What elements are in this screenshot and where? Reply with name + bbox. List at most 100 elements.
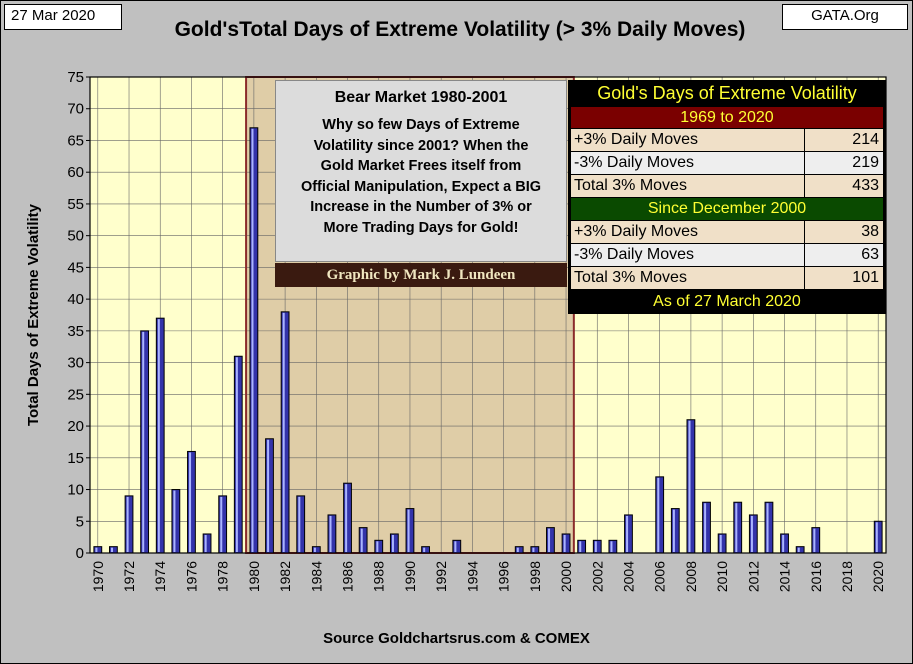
bar-highlight-2020 — [875, 522, 878, 552]
stats-row-value: 38 — [861, 223, 879, 240]
bar-2001 — [577, 539, 587, 554]
y-tick-label: 70 — [67, 101, 84, 118]
bar-2002 — [592, 539, 602, 554]
x-tick-label: 2006 — [652, 561, 668, 592]
stats-row-value: 219 — [852, 154, 879, 171]
y-tick-label: 55 — [67, 196, 84, 213]
y-tick-label: 20 — [67, 418, 84, 435]
x-tick-label: 2016 — [808, 561, 824, 592]
bar-highlight-1981 — [267, 439, 270, 552]
stats-table: Gold's Days of Extreme Volatility 1969 t… — [568, 80, 886, 314]
annotation-heading: Bear Market 1980-2001 — [334, 89, 508, 106]
y-tick-label: 60 — [67, 164, 84, 181]
bar-1980 — [249, 127, 259, 554]
x-tick-label: 1996 — [496, 561, 512, 592]
stats-row-value: 214 — [852, 131, 879, 148]
bar-highlight-1993 — [454, 541, 457, 552]
bar-1982 — [280, 311, 290, 554]
annotation-line: Gold Market Frees itself from — [320, 158, 522, 174]
bar-highlight-2006 — [657, 477, 660, 552]
bar-highlight-2013 — [766, 503, 769, 552]
bar-highlight-2015 — [797, 547, 800, 552]
bar-2011 — [733, 501, 743, 554]
stats-row-label: Total 3% Moves — [571, 267, 805, 289]
stats-section-since-2000: Since December 2000 — [571, 198, 883, 221]
y-tick-label: 0 — [76, 545, 84, 562]
bar-2006 — [655, 476, 665, 554]
bar-highlight-1974 — [157, 319, 160, 552]
x-tick-label: 1990 — [402, 561, 418, 592]
bar-highlight-2004 — [626, 515, 629, 552]
bar-2003 — [608, 539, 618, 554]
y-tick-label: 30 — [67, 355, 84, 372]
bar-1988 — [374, 539, 384, 554]
bar-highlight-1982 — [282, 312, 285, 552]
bar-highlight-1983 — [298, 496, 301, 552]
chart-title: Gold'sTotal Days of Extreme Volatility (… — [174, 18, 746, 41]
bar-highlight-1984 — [313, 547, 316, 552]
x-tick-label: 2000 — [558, 561, 574, 592]
bar-highlight-2002 — [594, 541, 597, 552]
x-tick-label: 2004 — [620, 561, 636, 592]
x-tick-label: 1974 — [152, 561, 168, 592]
annotation-box: Bear Market 1980-2001 Why so few Days of… — [275, 80, 567, 262]
stats-footer: As of 27 March 2020 — [653, 293, 801, 310]
bar-2015 — [795, 546, 805, 554]
stats-row-label: +3% Daily Moves — [571, 129, 805, 151]
bar-1979 — [233, 355, 243, 554]
y-tick-label: 35 — [67, 323, 84, 340]
stats-row-label: Total 3% Moves — [571, 175, 805, 197]
y-tick-label: 15 — [67, 450, 84, 467]
x-tick-label: 1970 — [90, 561, 106, 592]
annotation-body: Why so few Days of Extreme Volatility si… — [276, 115, 566, 238]
stats-row: -3% Daily Moves 63 — [571, 244, 883, 267]
x-tick-label: 2002 — [589, 561, 605, 592]
bar-2016 — [811, 527, 821, 554]
x-tick-label: 1984 — [308, 561, 324, 592]
x-tick-label: 1976 — [183, 561, 199, 592]
bar-1990 — [405, 508, 415, 554]
bar-highlight-1980 — [251, 128, 254, 553]
stats-row: Total 3% Moves 433 — [571, 175, 883, 198]
y-tick-label: 40 — [67, 291, 84, 308]
bar-1998 — [530, 546, 540, 554]
bar-2012 — [748, 514, 758, 554]
bar-1987 — [358, 527, 368, 554]
stats-row-label: -3% Daily Moves — [571, 244, 805, 266]
bar-highlight-2001 — [579, 541, 582, 552]
x-tick-label: 1992 — [433, 561, 449, 592]
bar-highlight-2010 — [719, 534, 722, 552]
bar-1991 — [421, 546, 430, 554]
bar-1977 — [202, 533, 212, 554]
bar-2020 — [873, 520, 883, 554]
bar-1984 — [311, 546, 321, 554]
bar-highlight-2014 — [782, 534, 785, 552]
y-tick-label: 25 — [67, 386, 84, 403]
bar-1986 — [343, 482, 352, 554]
x-tick-label: 1972 — [121, 561, 137, 592]
bar-2008 — [686, 419, 696, 554]
bar-highlight-2000 — [563, 534, 566, 552]
bar-1993 — [452, 539, 462, 554]
bar-1972 — [124, 495, 134, 554]
x-tick-label: 2008 — [683, 561, 699, 592]
y-tick-label: 65 — [67, 132, 84, 149]
x-tick-label: 2014 — [777, 561, 793, 592]
x-tick-label: 2012 — [745, 561, 761, 592]
x-tick-label: 1980 — [246, 561, 262, 592]
x-tick-label: 1994 — [464, 561, 480, 592]
x-tick-label: 1982 — [277, 561, 293, 592]
bar-1971 — [109, 546, 118, 554]
x-tick-label: 2018 — [839, 561, 855, 592]
bar-1981 — [265, 438, 274, 554]
bar-highlight-1985 — [329, 515, 332, 552]
bar-2009 — [702, 501, 711, 554]
bar-highlight-1976 — [189, 452, 192, 552]
bar-1974 — [155, 317, 165, 554]
stats-row: Total 3% Moves 101 — [571, 267, 883, 290]
bar-1975 — [171, 489, 181, 554]
bar-highlight-1989 — [391, 534, 394, 552]
stats-row-label: -3% Daily Moves — [571, 152, 805, 174]
bar-highlight-1977 — [204, 534, 207, 552]
bar-highlight-2009 — [704, 503, 707, 552]
